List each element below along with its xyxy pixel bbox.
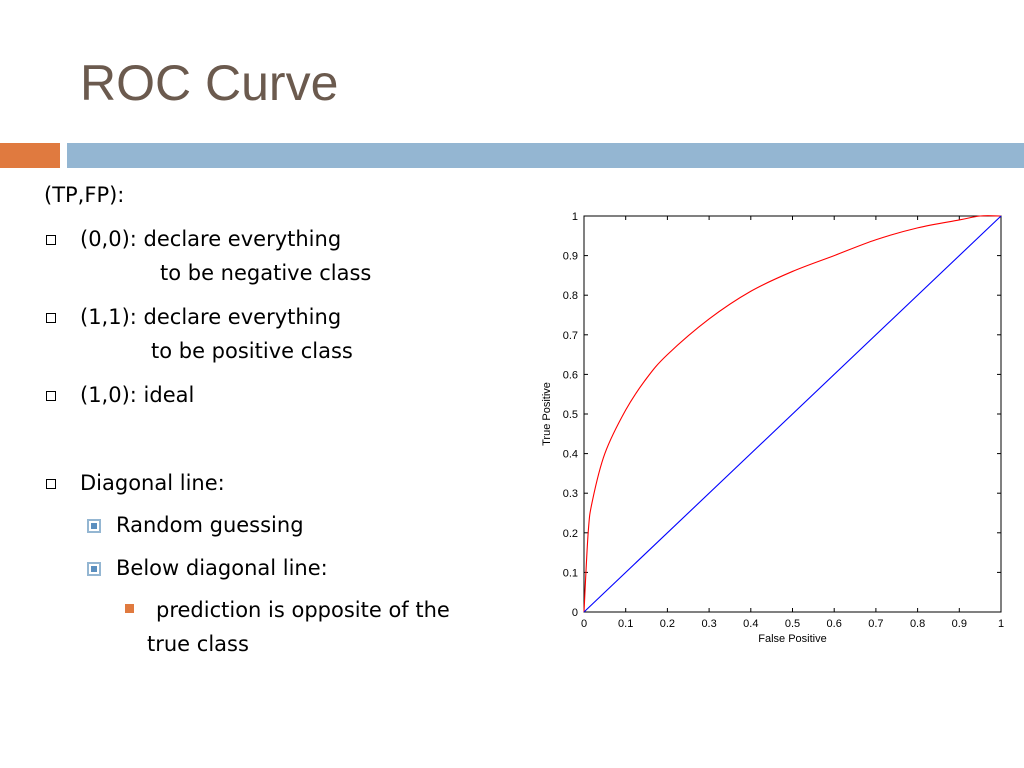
accent-band-blue — [67, 143, 1024, 168]
x-tick-label: 0.5 — [785, 618, 800, 630]
roc-curve-line — [583, 215, 1002, 613]
y-tick-label: 0.3 — [563, 488, 578, 500]
bullet-1-line1: (0,0): declare everything — [80, 227, 342, 251]
bullet-square-icon — [46, 235, 56, 245]
x-tick-label: 0.4 — [743, 618, 758, 630]
x-tick-label: 0 — [581, 618, 587, 630]
x-tick-label: 0.1 — [618, 618, 633, 630]
bullet-2-line2: to be positive class — [151, 339, 353, 363]
bullet-square-icon — [46, 313, 56, 323]
x-tick-label: 0.9 — [952, 618, 967, 630]
bullet-3-line1: (1,0): ideal — [80, 383, 195, 407]
y-tick-label: 0.4 — [563, 449, 578, 461]
bullet-square-icon — [46, 391, 56, 401]
slide-title: ROC Curve — [80, 55, 339, 111]
x-tick-label: 0.8 — [910, 618, 925, 630]
roc-chart: 0 0.1 0.2 0.3 0.4 0.5 0.6 0.7 0.8 0.9 1 0 0.1 0.2 0.3 0… — [541, 211, 1004, 645]
y-tick-label: 1 — [572, 211, 578, 223]
bullet-4-line1: Diagonal line: — [80, 471, 225, 495]
y-tick-label: 0.6 — [563, 369, 578, 381]
intro-text: (TP,FP): — [44, 183, 125, 207]
diagonal-line — [583, 215, 1002, 613]
accent-band-orange — [0, 143, 60, 168]
sub-bullet-square-icon — [87, 519, 101, 533]
sub-sub-bullet-square-icon — [125, 604, 134, 613]
bullet-1-line2: to be negative class — [160, 261, 372, 285]
y-axis-label: True Positive — [541, 382, 553, 446]
x-tick-label: 1 — [998, 618, 1004, 630]
x-tick-label: 0.2 — [660, 618, 675, 630]
bullet-square-icon — [46, 479, 56, 489]
sub-bullet-2: Below diagonal line: — [116, 556, 328, 580]
y-tick-label: 0.5 — [563, 409, 578, 421]
y-tick-label: 0 — [572, 607, 578, 619]
y-tick-label: 0.1 — [563, 567, 578, 579]
bullet-2-line1: (1,1): declare everything — [80, 305, 342, 329]
y-tick-label: 0.9 — [563, 251, 578, 263]
y-tick-label: 0.8 — [563, 290, 578, 302]
sub-bullet-square-icon — [87, 562, 101, 576]
x-axis-label: False Positive — [758, 633, 826, 645]
sub-sub-bullet-line1: prediction is opposite of the — [156, 598, 450, 622]
x-tick-label: 0.7 — [868, 618, 883, 630]
y-tick-label: 0.7 — [563, 330, 578, 342]
x-tick-label: 0.6 — [827, 618, 842, 630]
x-tick-label: 0.3 — [701, 618, 716, 630]
y-tick-label: 0.2 — [563, 528, 578, 540]
sub-sub-bullet-line2: true class — [147, 632, 249, 656]
sub-bullet-1: Random guessing — [116, 513, 304, 537]
